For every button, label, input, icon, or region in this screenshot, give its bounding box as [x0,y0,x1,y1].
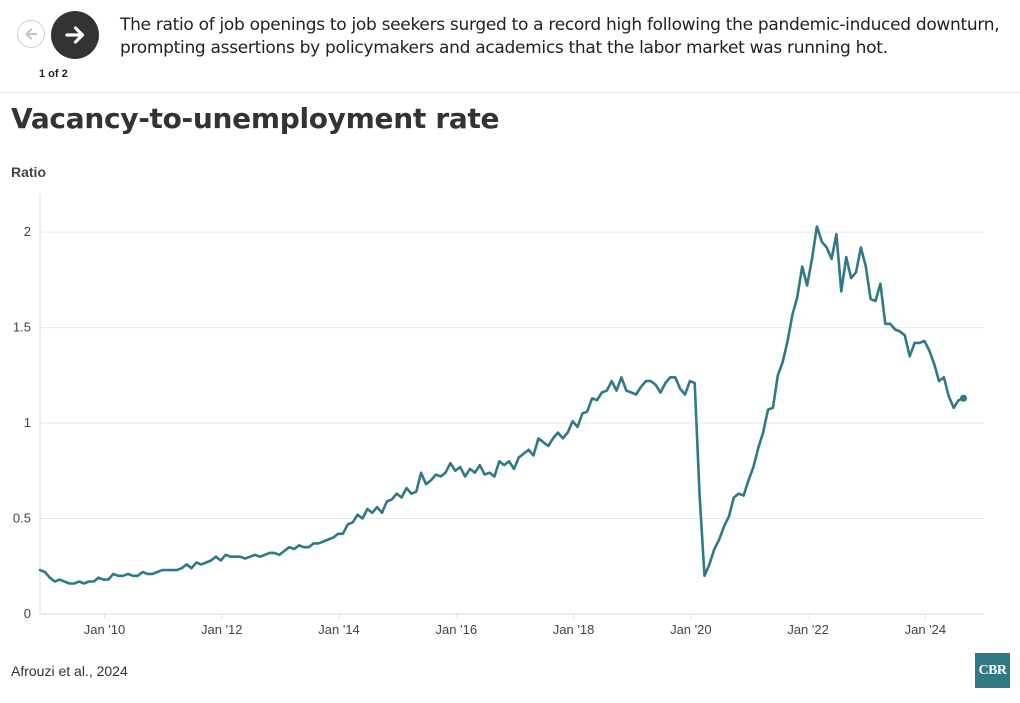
previous-button[interactable] [17,20,45,48]
x-axis: Jan '10 Jan '12 Jan '14 Jan '16 Jan '18 Jan '… [84,614,946,637]
x-tick-label: Jan '12 [201,622,243,637]
x-tick-label: Jan '10 [84,622,126,637]
y-tick-label: 1.5 [13,320,31,335]
x-tick-label: Jan '22 [787,622,829,637]
series-group [38,225,967,585]
y-tick-label: 2 [24,224,31,239]
top-bar: 1 of 2 The ratio of job openings to job … [0,0,1020,93]
source-note: Afrouzi et al., 2024 [11,663,128,679]
gridlines [39,194,984,615]
series-end-point [959,394,967,402]
arrow-right-icon [65,26,85,44]
x-tick-label: Jan '20 [670,622,712,637]
x-tick-label: Jan '18 [553,622,595,637]
y-axis-title: Ratio [11,164,46,180]
chart-title: Vacancy-to-unemployment rate [11,102,500,135]
next-button[interactable] [51,11,99,59]
cbr-logo[interactable]: CBR [975,653,1010,688]
y-tick-label: 0.5 [13,511,31,526]
x-tick-label: Jan '16 [436,622,478,637]
line-chart: 00.511.52 Jan '10 Jan '12 Jan '14 Jan '16 Ja… [13,194,984,637]
series-line [38,225,965,585]
y-tick-label: 0 [24,606,31,621]
y-axis: 0 0.5 1 1.5 2 [13,224,31,621]
slide-caption: The ratio of job openings to job seekers… [120,15,1000,58]
x-tick-label: Jan '24 [905,622,947,637]
pager-indicator: 1 of 2 [39,68,68,80]
y-tick-label: 1 [24,415,31,430]
x-tick-label: Jan '14 [318,622,360,637]
arrow-left-icon [25,28,38,40]
